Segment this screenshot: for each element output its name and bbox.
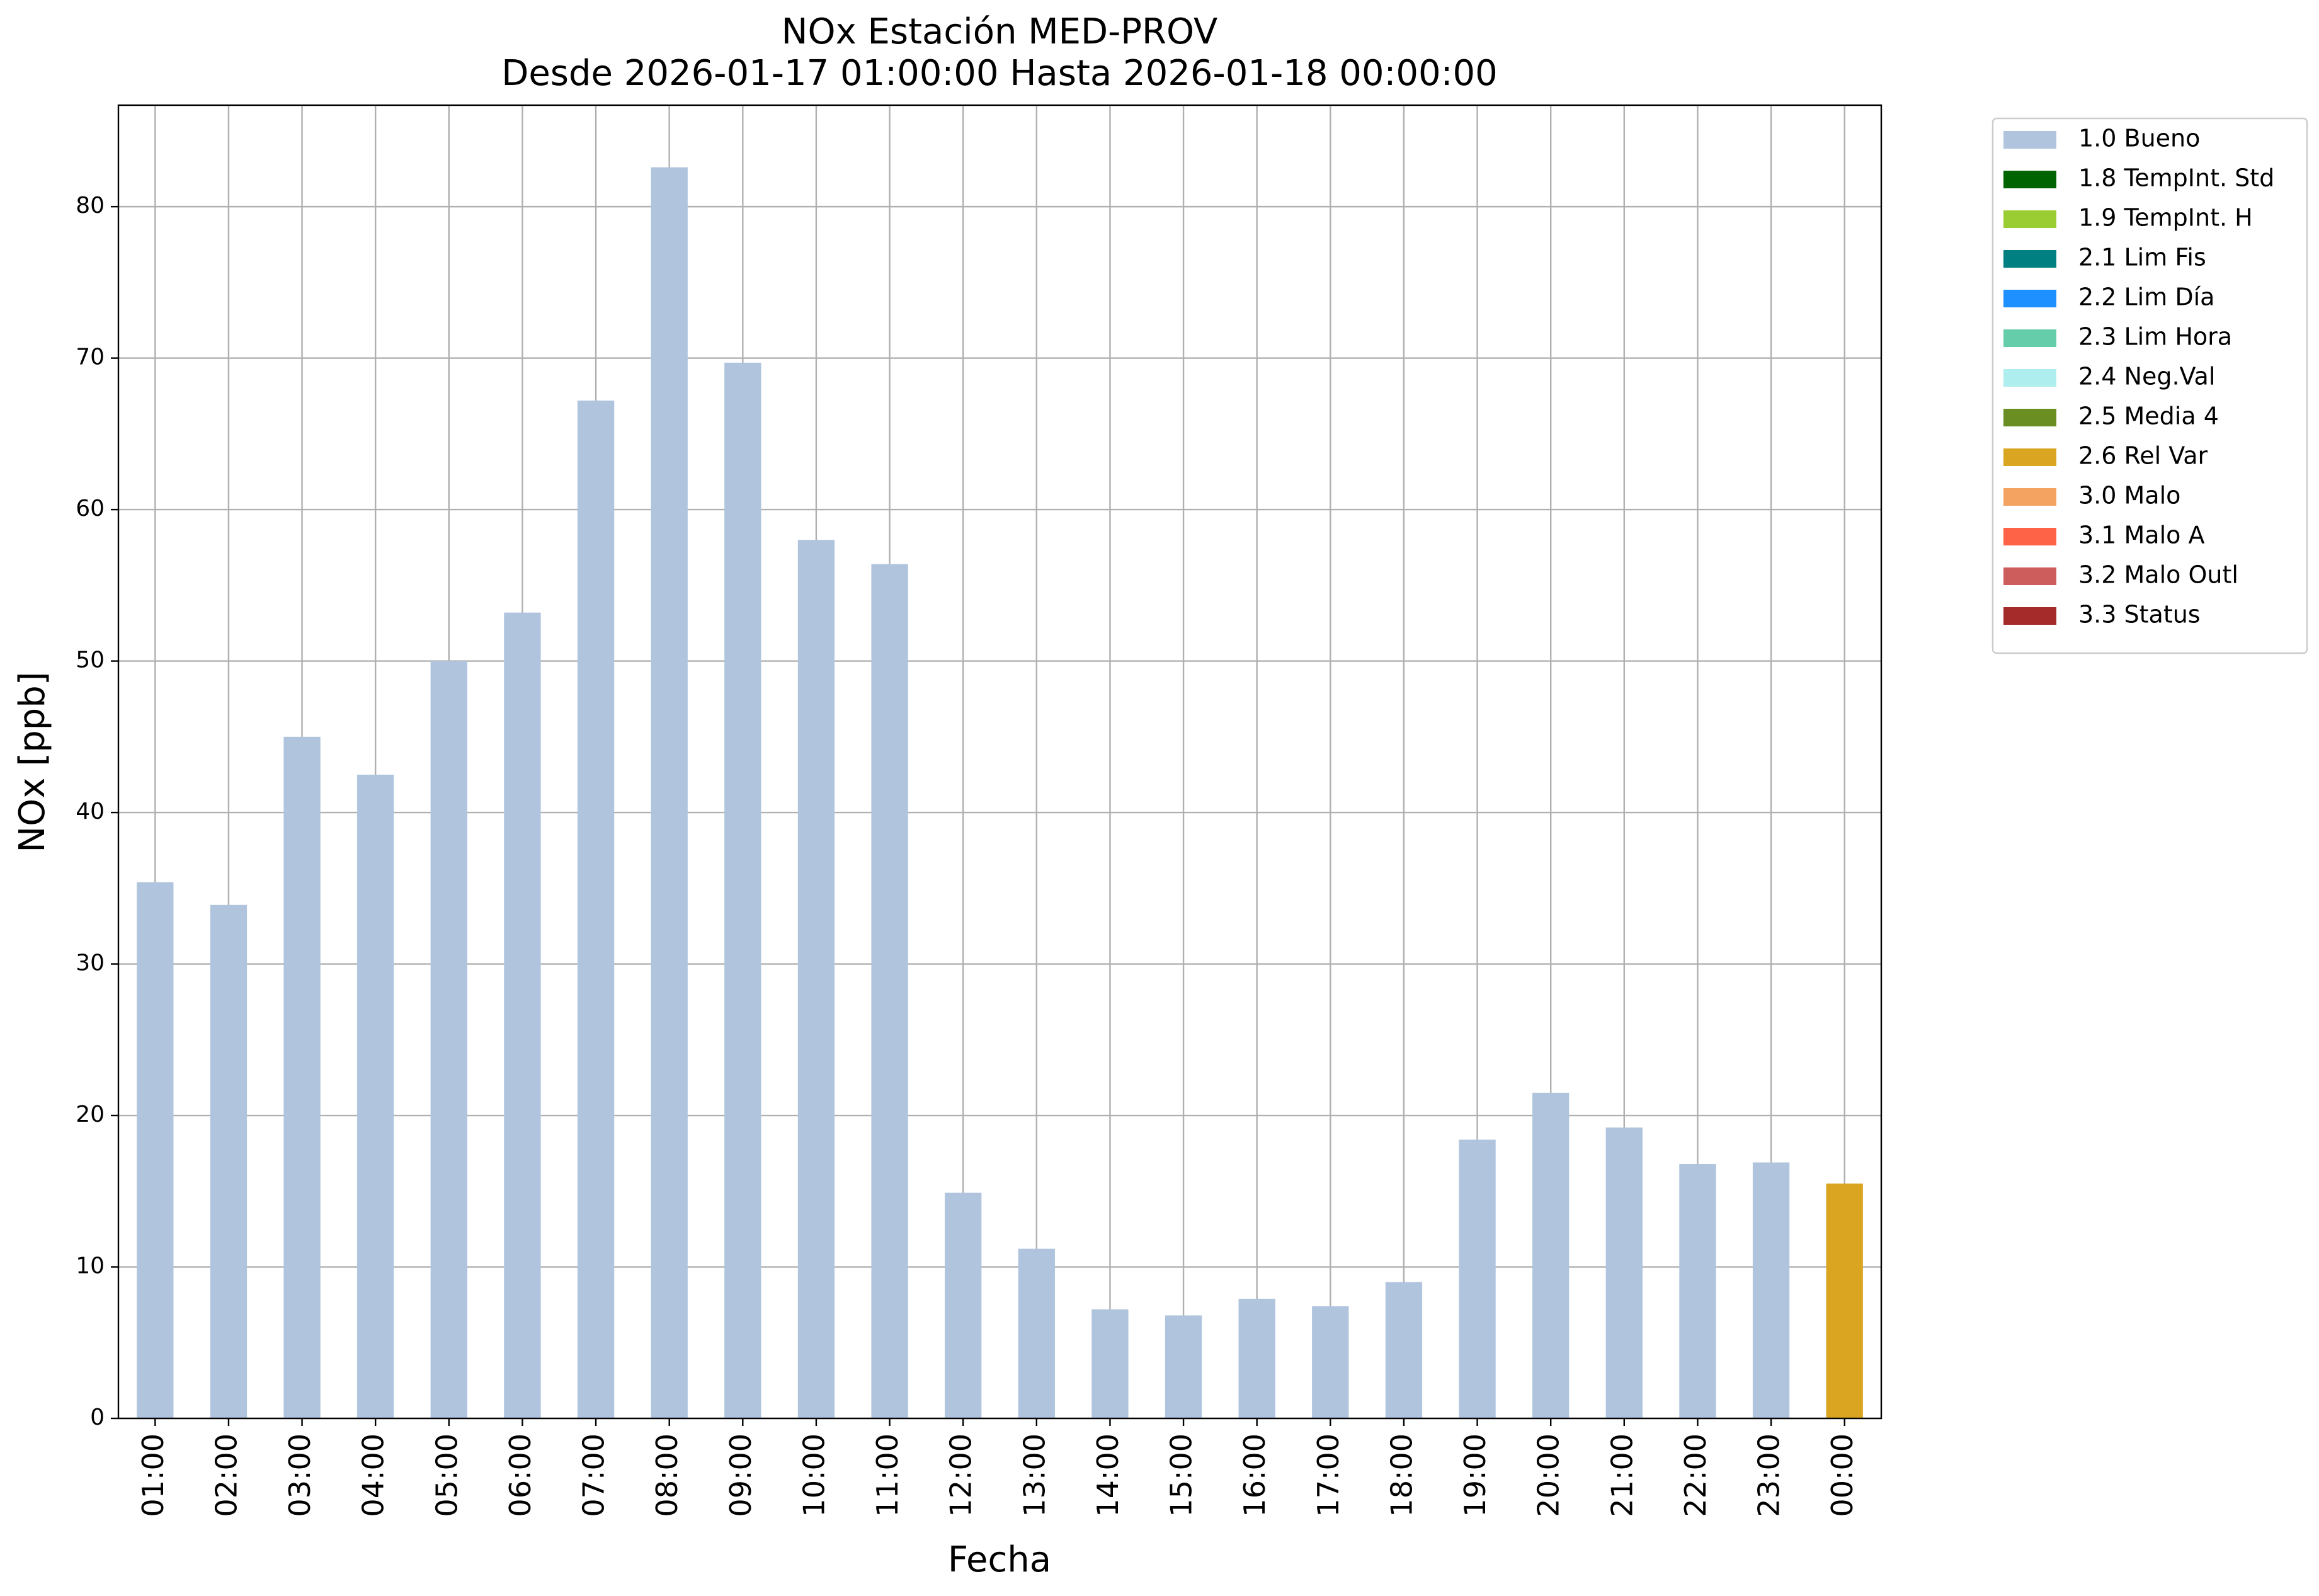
- legend-label: 2.2 Lim Día: [2078, 283, 2214, 311]
- y-tick-label: 70: [76, 345, 105, 370]
- bar: [1238, 1299, 1275, 1418]
- bar: [1679, 1163, 1716, 1418]
- bar: [945, 1192, 982, 1418]
- bar: [137, 882, 174, 1418]
- x-tick-label: 20:00: [1532, 1434, 1566, 1517]
- bar: [577, 400, 615, 1419]
- bar: [724, 362, 761, 1419]
- x-tick-label: 22:00: [1678, 1434, 1712, 1517]
- x-tick-label: 23:00: [1752, 1434, 1786, 1517]
- bar: [797, 540, 835, 1418]
- bar: [210, 904, 248, 1418]
- chart-subtitle: Desde 2026-01-17 01:00:00 Hasta 2026-01-…: [501, 53, 1498, 94]
- bar: [1752, 1162, 1790, 1418]
- x-tick-label: 03:00: [283, 1434, 317, 1517]
- x-tick-label: 01:00: [136, 1434, 170, 1517]
- legend-label: 3.0 Malo: [2078, 482, 2180, 510]
- x-tick-label: 12:00: [944, 1434, 978, 1517]
- y-tick-label: 50: [76, 647, 105, 673]
- bar: [504, 612, 541, 1419]
- bar: [283, 736, 321, 1418]
- legend-swatch: [2003, 567, 2056, 585]
- bar: [357, 774, 394, 1418]
- x-tick-label: 00:00: [1825, 1434, 1859, 1517]
- chart-title: NOx Estación MED-PROV: [782, 11, 1218, 52]
- x-tick-label: 11:00: [870, 1434, 904, 1517]
- bar: [1018, 1248, 1055, 1418]
- x-tick-label: 09:00: [724, 1434, 758, 1517]
- legend-swatch: [2003, 488, 2056, 506]
- bar: [871, 564, 908, 1418]
- x-axis-label: Fecha: [948, 1539, 1051, 1580]
- x-tick-label: 16:00: [1238, 1434, 1272, 1517]
- y-tick-label: 80: [76, 193, 105, 219]
- bar: [651, 167, 688, 1418]
- x-tick-label: 18:00: [1384, 1434, 1418, 1517]
- y-tick-label: 10: [76, 1253, 105, 1279]
- x-tick-label: 06:00: [503, 1434, 537, 1517]
- x-tick-label: 02:00: [209, 1434, 243, 1517]
- x-tick-label: 13:00: [1017, 1434, 1051, 1517]
- x-tick-label: 21:00: [1605, 1434, 1639, 1517]
- legend-swatch: [2003, 131, 2056, 149]
- bar: [1385, 1282, 1423, 1418]
- x-tick-label: 10:00: [797, 1434, 831, 1517]
- legend-swatch: [2003, 329, 2056, 347]
- legend-swatch: [2003, 528, 2056, 545]
- legend-label: 2.4 Neg.Val: [2078, 363, 2215, 390]
- x-tick-label: 15:00: [1165, 1434, 1199, 1517]
- y-tick-label: 40: [76, 799, 105, 824]
- legend-label: 3.3 Status: [2078, 601, 2201, 629]
- x-tick-label: 14:00: [1091, 1434, 1125, 1517]
- x-tick-label: 05:00: [430, 1434, 464, 1517]
- bar: [1532, 1092, 1570, 1418]
- bar: [1165, 1315, 1202, 1418]
- bar: [1605, 1127, 1643, 1418]
- bar: [1312, 1306, 1349, 1418]
- y-axis-label: NOx [ppb]: [12, 671, 53, 852]
- legend-swatch: [2003, 607, 2056, 625]
- legend-swatch: [2003, 448, 2056, 466]
- legend-swatch: [2003, 250, 2056, 268]
- legend-swatch: [2003, 369, 2056, 387]
- legend-label: 2.1 Lim Fis: [2078, 244, 2206, 271]
- x-tick-label: 07:00: [577, 1434, 611, 1517]
- bar: [1459, 1139, 1496, 1418]
- legend-label: 2.3 Lim Hora: [2078, 323, 2232, 351]
- legend-label: 2.6 Rel Var: [2078, 442, 2208, 470]
- legend-label: 3.2 Malo Outl: [2078, 561, 2238, 589]
- bar: [1826, 1183, 1863, 1418]
- bar: [1091, 1309, 1129, 1418]
- legend-swatch: [2003, 171, 2056, 188]
- x-tick-label: 19:00: [1458, 1434, 1492, 1517]
- bars: [137, 167, 1863, 1419]
- x-tick-label: 08:00: [650, 1434, 684, 1517]
- legend-label: 2.5 Media 4: [2078, 402, 2219, 430]
- legend-label: 3.1 Malo A: [2078, 522, 2204, 549]
- y-tick-label: 0: [90, 1405, 105, 1430]
- x-tick-label: 17:00: [1311, 1434, 1345, 1517]
- legend-swatch: [2003, 290, 2056, 307]
- bar: [430, 661, 467, 1418]
- legend-swatch: [2003, 210, 2056, 228]
- x-tick-label: 04:00: [356, 1434, 390, 1517]
- legend-swatch: [2003, 409, 2056, 426]
- y-tick-label: 60: [76, 496, 105, 522]
- legend-label: 1.9 TempInt. H: [2078, 204, 2253, 232]
- y-tick-label: 20: [76, 1102, 105, 1127]
- legend-box: [1991, 117, 2308, 654]
- legend-label: 1.8 TempInt. Std: [2078, 164, 2274, 192]
- plot-frame: [117, 104, 1883, 1420]
- legend-label: 1.0 Bueno: [2078, 125, 2200, 152]
- y-tick-label: 30: [76, 950, 105, 976]
